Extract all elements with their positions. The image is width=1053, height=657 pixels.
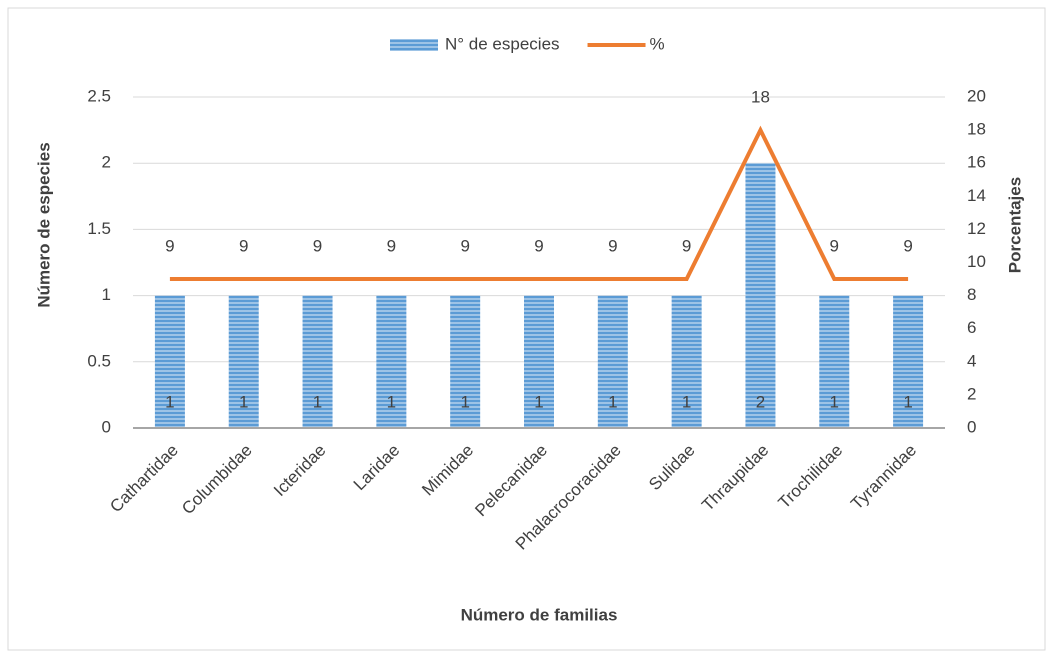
y2-tick-label: 12 xyxy=(967,219,986,238)
bar-label: 1 xyxy=(682,392,691,411)
line-label: 18 xyxy=(751,88,770,107)
y2-axis-title: Porcentajes xyxy=(1005,177,1024,273)
bar xyxy=(302,295,333,428)
line-label: 9 xyxy=(608,237,617,256)
bar-label: 1 xyxy=(608,392,617,411)
bar xyxy=(228,295,259,428)
bar-label: 1 xyxy=(165,392,174,411)
y-tick-label: 0 xyxy=(102,417,111,436)
bar xyxy=(597,295,628,428)
bar-label: 1 xyxy=(239,392,248,411)
line-label: 9 xyxy=(165,237,174,256)
bar-label: 1 xyxy=(534,392,543,411)
legend-swatch xyxy=(390,39,438,51)
bar xyxy=(671,295,702,428)
y2-tick-label: 2 xyxy=(967,384,976,403)
legend-label: % xyxy=(650,34,665,53)
bar-label: 1 xyxy=(460,392,469,411)
legend-label: N° de especies xyxy=(445,34,560,53)
line-label: 9 xyxy=(387,237,396,256)
bar-label: 1 xyxy=(387,392,396,411)
bar xyxy=(745,163,776,428)
bar-label: 1 xyxy=(903,392,912,411)
y-tick-label: 2.5 xyxy=(87,86,111,105)
bar xyxy=(524,295,554,428)
x-axis-title: Número de familias xyxy=(461,605,618,624)
line-series xyxy=(169,125,909,282)
y-tick-label: 1 xyxy=(102,285,111,304)
line-label: 9 xyxy=(313,237,322,256)
y2-tick-label: 20 xyxy=(967,86,986,105)
y2-tick-label: 0 xyxy=(967,417,976,436)
y2-tick-label: 8 xyxy=(967,285,976,304)
y-axis-title: Número de especies xyxy=(34,142,53,307)
line-label: 9 xyxy=(903,237,912,256)
y2-tick-label: 6 xyxy=(967,318,976,337)
y2-tick-label: 10 xyxy=(967,252,986,271)
y-tick-label: 2 xyxy=(102,153,111,172)
y-tick-label: 1.5 xyxy=(87,219,111,238)
line-label: 9 xyxy=(534,237,543,256)
y-tick-label: 0.5 xyxy=(87,351,111,370)
y2-tick-label: 16 xyxy=(967,153,986,172)
bar xyxy=(376,295,407,428)
bar-label: 1 xyxy=(830,392,839,411)
bar xyxy=(154,295,185,428)
y2-tick-label: 18 xyxy=(967,120,986,139)
line-label: 9 xyxy=(830,237,839,256)
y2-tick-label: 4 xyxy=(967,351,976,370)
line-label: 9 xyxy=(682,237,691,256)
line-label: 9 xyxy=(460,237,469,256)
line-label: 9 xyxy=(239,237,248,256)
bar-label: 2 xyxy=(756,392,765,411)
bar xyxy=(893,295,924,428)
y2-tick-label: 14 xyxy=(967,186,986,205)
bar xyxy=(450,295,481,428)
bar xyxy=(819,295,850,428)
bar-label: 1 xyxy=(313,392,322,411)
